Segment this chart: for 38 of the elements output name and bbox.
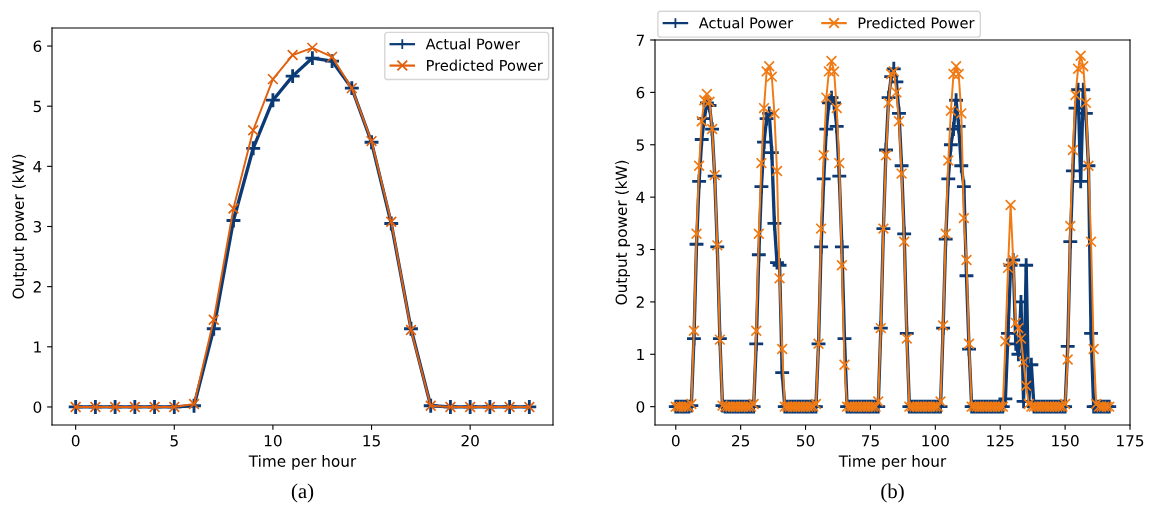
legend-label: Predicted Power [427,59,543,71]
x-tick-label: 20 [461,434,479,447]
legend-label: Actual Power [698,17,794,29]
y-tick-label: 6 [636,86,645,99]
y-tick-label: 5 [636,139,644,151]
x-tick-label: 150 [1052,434,1079,447]
y-tick-label: 4 [33,161,42,173]
x-tick-label: 15 [363,435,380,447]
x-tick-label: 0 [671,434,680,447]
y-tick-label: 6 [33,40,42,53]
x-axis-title: Time per hour [838,455,947,470]
y-tick-label: 7 [636,34,644,46]
y-tick-label: 0 [33,401,42,413]
x-tick-label: 0 [71,434,80,447]
y-tick-label: 3 [33,220,42,233]
y-tick-label: 5 [33,100,41,113]
y-tick-label: 0 [636,401,645,413]
x-tick-label: 5 [170,435,178,447]
legend-label: Predicted Power [858,17,975,29]
y-axis-title: Output power (kW) [12,154,27,299]
y-tick-label: 1 [637,348,644,361]
y-tick-label: 2 [636,296,644,308]
y-tick-label: 1 [34,341,41,353]
x-axis-title: Time per hour [248,455,357,470]
y-tick-label: 2 [33,281,41,293]
legend-label: Actual Power [425,38,521,50]
x-tick-label: 10 [264,434,282,447]
x-tick-label: 25 [732,434,750,447]
y-tick-label: 3 [636,243,645,256]
x-tick-label: 75 [861,435,879,447]
x-tick-label: 175 [1117,435,1144,447]
y-tick-label: 4 [636,191,645,203]
text: (b) [881,483,904,503]
text: (a) [291,483,314,503]
x-tick-label: 125 [987,434,1014,447]
x-tick-label: 50 [797,434,815,447]
x-tick-label: 100 [922,434,949,447]
y-axis-title: Output power (kW) [615,160,630,305]
